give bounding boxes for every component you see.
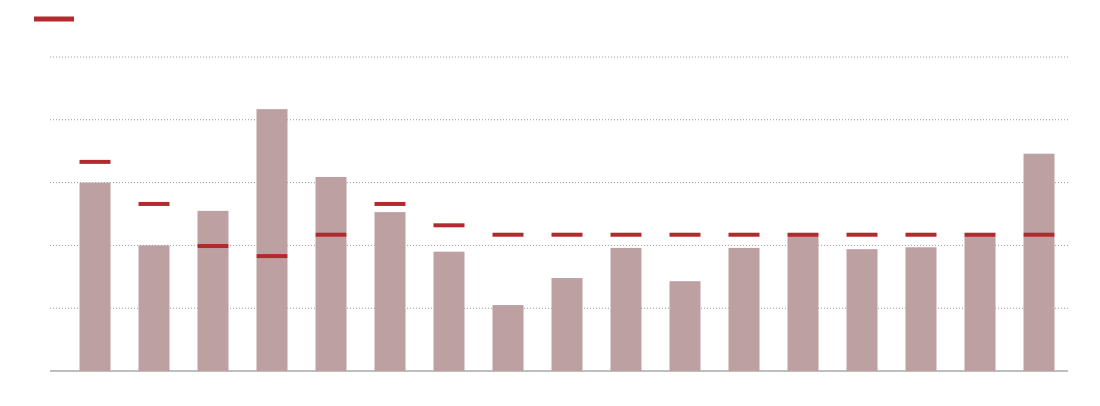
bar	[138, 245, 170, 371]
bar	[964, 234, 996, 371]
bar	[905, 247, 937, 371]
bar	[787, 234, 819, 371]
marker	[728, 232, 760, 237]
marker	[315, 232, 347, 237]
legend-swatch	[34, 16, 74, 22]
marker	[374, 201, 406, 206]
marker	[610, 232, 642, 237]
bar	[492, 305, 524, 371]
bar	[669, 281, 701, 371]
bar	[315, 176, 347, 371]
marker	[551, 232, 583, 237]
bar	[197, 210, 229, 371]
marker	[787, 232, 819, 237]
bar	[728, 247, 760, 371]
marker	[492, 232, 524, 237]
marker	[256, 254, 288, 259]
marker	[905, 232, 937, 237]
marker	[197, 244, 229, 249]
bar	[551, 278, 583, 371]
bar	[610, 247, 642, 371]
marker	[79, 159, 111, 164]
marker	[433, 223, 465, 228]
marker	[669, 232, 701, 237]
bar	[374, 212, 406, 371]
bar	[1023, 153, 1055, 371]
bar	[79, 182, 111, 371]
marker	[846, 232, 878, 237]
marker	[138, 201, 170, 206]
marker	[1023, 232, 1055, 237]
bar	[433, 251, 465, 371]
bar	[256, 109, 288, 372]
bar	[846, 249, 878, 371]
marker	[964, 232, 996, 237]
